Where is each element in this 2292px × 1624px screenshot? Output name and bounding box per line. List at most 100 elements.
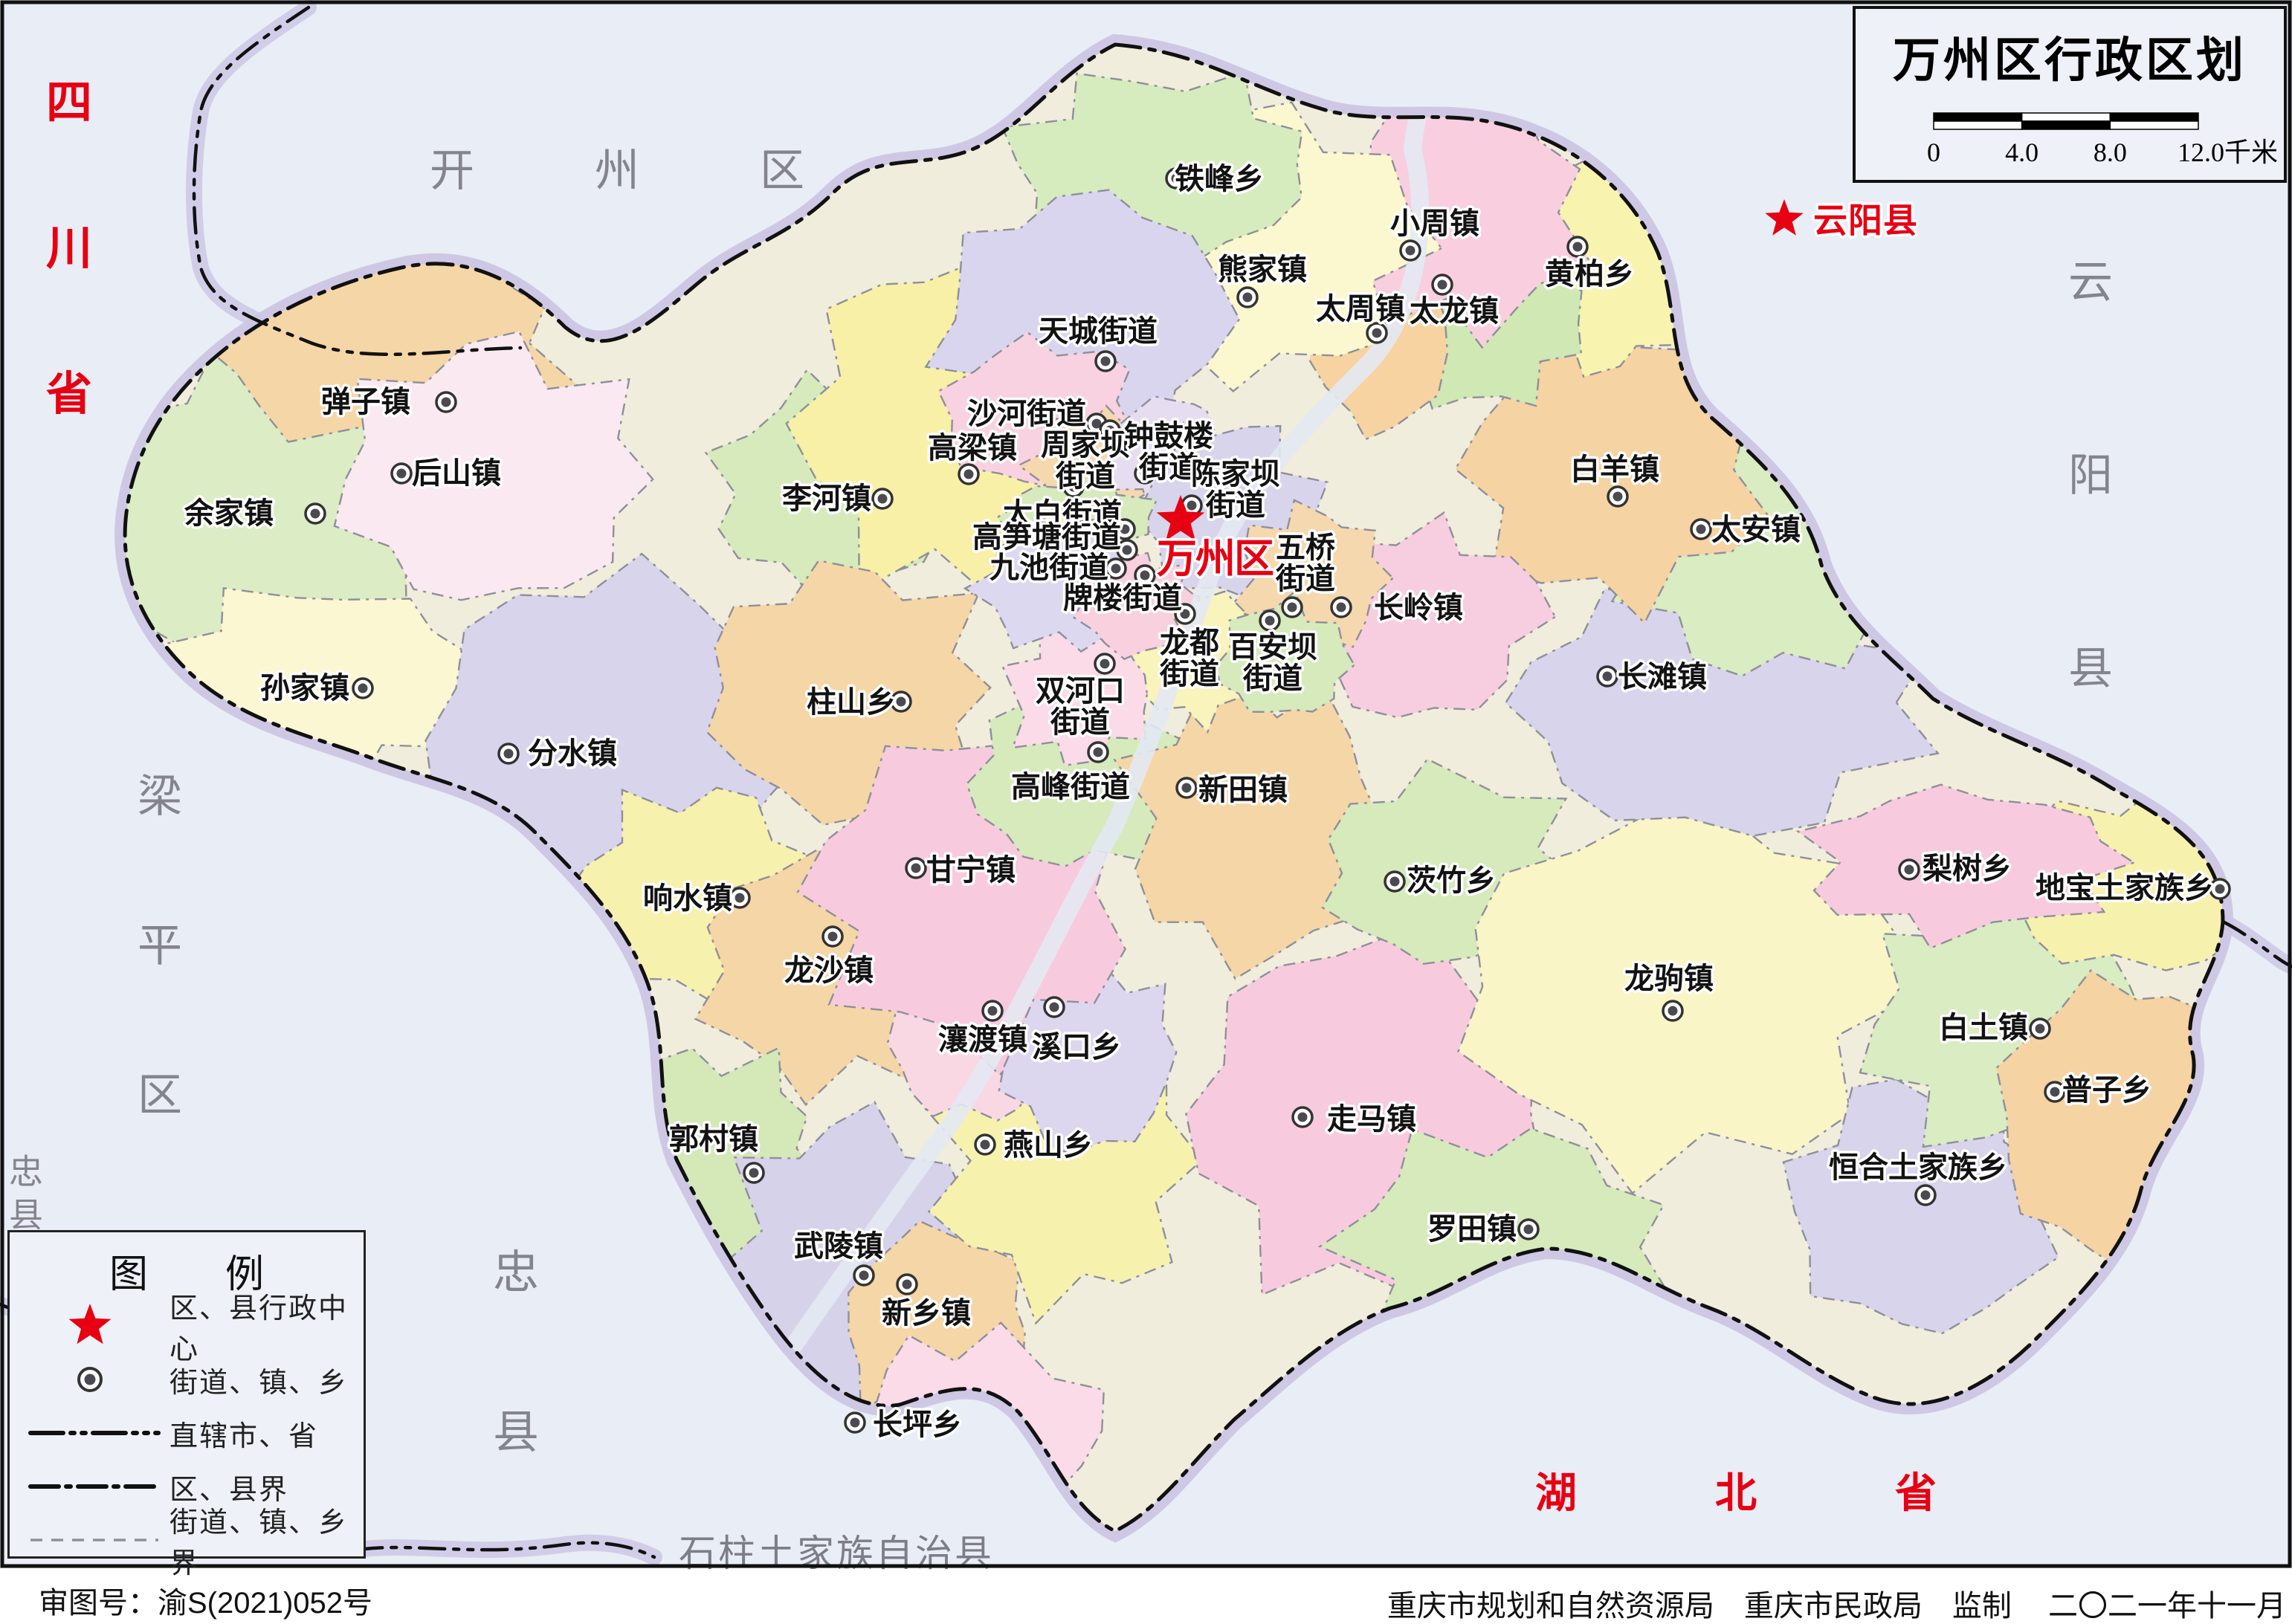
town-label: 九池街道	[990, 551, 1108, 584]
neighbor-region-label: 州	[595, 146, 639, 195]
neighbor-region-label: 家	[797, 1533, 834, 1574]
town-label: 牌楼街道	[1063, 581, 1182, 615]
town-label: 普子乡	[2062, 1073, 2151, 1107]
town-label: 茨竹乡	[1407, 864, 1496, 897]
town-marker-icon	[1898, 858, 1920, 881]
town-marker-icon	[1094, 653, 1116, 675]
township-area	[1795, 783, 2137, 950]
town-marker-icon	[890, 690, 912, 713]
neighbor-boundary	[2221, 919, 2292, 968]
town-label: 响水镇	[643, 881, 732, 915]
legend-box: 图 例 区、县行政中心 街道、镇、乡 直辖市、省 区、县界 街道、镇、乡界	[7, 1230, 366, 1579]
town-label: 恒合土家族乡	[1829, 1151, 2007, 1184]
town-marker-icon	[729, 887, 751, 909]
admin-center-label: 县	[1883, 202, 1917, 240]
town-marker-icon	[352, 677, 374, 699]
town-marker-icon	[1043, 996, 1065, 1018]
town-label: 双河口街道	[1036, 674, 1125, 739]
town-label: 甘宁镇	[926, 853, 1016, 887]
neighbor-region-label: 县	[493, 1408, 539, 1458]
township-area	[1215, 589, 1356, 714]
neighbor-region-label: 北	[1715, 1471, 1757, 1517]
town-marker-icon	[1330, 596, 1352, 618]
neighbor-boundary	[192, 5, 523, 357]
neighbor-region-label: 县	[9, 1197, 43, 1235]
town-marker-icon	[1566, 236, 1589, 258]
town-marker-icon	[896, 1273, 918, 1295]
town-label: 龙都街道	[1159, 626, 1219, 690]
town-line-icon	[30, 1539, 158, 1541]
neighbor-region-label: 区	[760, 146, 804, 195]
town-label: 太周镇	[1316, 292, 1405, 326]
town-marker-icon	[1259, 609, 1281, 632]
town-label: 柱山乡	[807, 685, 896, 719]
town-marker-icon	[1175, 777, 1198, 799]
town-marker-icon	[1517, 1218, 1540, 1240]
neighbor-region-label: 县	[2068, 644, 2113, 693]
legend-items: 区、县行政中心 街道、镇、乡直辖市、省区、县界 街道、镇、乡界	[10, 1293, 364, 1579]
legend-item-label: 区、县行政中心	[170, 1293, 349, 1365]
town-label: 熊家镇	[1218, 253, 1307, 286]
neighbor-region-label: 石	[679, 1533, 716, 1574]
town-label: 新田镇	[1198, 773, 1288, 806]
town-marker-icon	[1596, 665, 1618, 688]
legend-item: 街道、镇、乡界	[10, 1507, 364, 1579]
neighbor-region-label: 省	[1895, 1471, 1937, 1517]
town-label: 太安镇	[1711, 513, 1801, 546]
town-label: 长岭镇	[1374, 591, 1463, 624]
town-label: 龙沙镇	[784, 954, 874, 987]
province-line-icon	[28, 1431, 161, 1435]
town-label: 梨树乡	[1923, 852, 2012, 885]
neighbor-region-label: 云	[2068, 258, 2113, 307]
map-title: 万州区行政区划	[1893, 33, 2247, 87]
neighbor-region-label: 族	[836, 1533, 874, 1574]
legend-item: 街道、镇、乡	[10, 1353, 364, 1405]
town-marker-icon	[1431, 274, 1453, 296]
legend-item-label: 区、县界	[170, 1474, 289, 1506]
town-marker-icon	[1165, 167, 1187, 190]
town-label: 地宝土家族乡	[2036, 871, 2214, 905]
legend-item-label: 直辖市、省	[170, 1420, 319, 1452]
admin-center-star-icon	[1765, 199, 1804, 236]
scale-tick-label: 4.0	[2005, 138, 2038, 167]
admin-center-label: 区	[1234, 537, 1274, 581]
neighbor-region-label: 开	[430, 146, 474, 195]
town-marker-icon	[1174, 603, 1196, 625]
town-label: 分水镇	[528, 737, 617, 770]
town-marker-icon	[1384, 870, 1406, 893]
town-marker-icon	[1134, 564, 1156, 586]
town-label: 李河镇	[782, 482, 871, 515]
town-label: 白羊镇	[1570, 453, 1659, 486]
admin-center-label: 阳	[1848, 202, 1882, 240]
town-marker-icon	[853, 1264, 875, 1287]
town-marker-icon	[871, 488, 894, 510]
town-label: 钟鼓楼街道	[1124, 419, 1213, 484]
town-marker-icon	[390, 462, 413, 485]
township-area	[1457, 802, 1932, 1195]
credit-agencies: 重庆市规划和自然资源局 重庆市民政局 监制	[1387, 1590, 2012, 1623]
town-marker-icon	[1291, 1106, 1314, 1128]
town-label: 小周镇	[1390, 207, 1479, 240]
town-label: 高峰街道	[1011, 770, 1130, 803]
admin-center-label: 州	[1195, 537, 1236, 581]
neighbor-region-label: 忠	[493, 1248, 539, 1298]
town-marker-icon	[2044, 1081, 2066, 1103]
neighbor-region-label: 湖	[1535, 1471, 1577, 1517]
town-label: 五桥街道	[1275, 531, 1335, 595]
neighbor-region-label: 省	[46, 369, 92, 420]
district-boundary	[123, 42, 2225, 1533]
town-marker-icon	[435, 391, 457, 413]
town-label: 瀼渡镇	[938, 1023, 1027, 1056]
town-label: 长滩镇	[1618, 660, 1707, 693]
town-marker-icon	[2209, 878, 2231, 900]
town-dot-icon	[77, 1367, 103, 1392]
map-credits: 重庆市规划和自然资源局 重庆市民政局 监制 二〇二一年十一月	[1387, 1582, 2286, 1624]
town-label: 太白街道	[1003, 497, 1122, 531]
town-marker-icon	[1662, 1000, 1684, 1022]
town-marker-icon	[1690, 518, 1712, 540]
town-marker-icon	[2029, 1018, 2051, 1040]
town-label: 燕山乡	[1004, 1128, 1093, 1162]
town-marker-icon	[974, 1133, 996, 1156]
neighbor-region-label: 川	[46, 224, 92, 274]
